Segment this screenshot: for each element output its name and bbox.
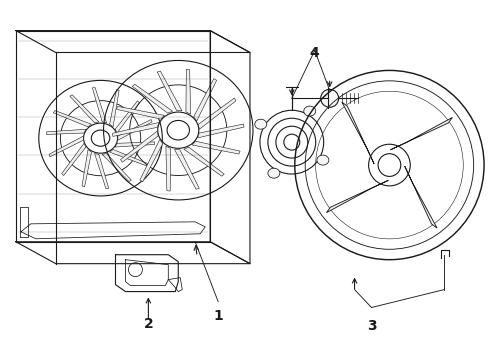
Ellipse shape: [303, 106, 315, 116]
Polygon shape: [115, 142, 155, 147]
Circle shape: [320, 89, 338, 107]
Polygon shape: [185, 69, 190, 114]
Polygon shape: [404, 166, 436, 228]
Polygon shape: [140, 140, 163, 182]
Polygon shape: [157, 71, 182, 111]
Polygon shape: [61, 143, 86, 175]
Polygon shape: [53, 111, 91, 127]
Polygon shape: [390, 117, 451, 150]
Polygon shape: [92, 87, 106, 123]
Circle shape: [128, 263, 142, 276]
Ellipse shape: [254, 119, 266, 129]
Polygon shape: [132, 84, 172, 113]
Text: 2: 2: [143, 318, 153, 332]
Text: 1: 1: [213, 310, 223, 324]
Polygon shape: [198, 98, 236, 129]
Polygon shape: [46, 129, 86, 134]
Polygon shape: [197, 124, 244, 138]
Polygon shape: [94, 153, 108, 189]
Polygon shape: [174, 149, 199, 189]
Polygon shape: [193, 78, 216, 121]
Polygon shape: [102, 153, 131, 181]
Polygon shape: [120, 131, 158, 162]
Polygon shape: [112, 122, 159, 136]
Polygon shape: [341, 102, 373, 164]
Polygon shape: [70, 95, 99, 123]
Polygon shape: [116, 106, 164, 119]
Ellipse shape: [267, 168, 279, 178]
Polygon shape: [49, 136, 83, 157]
Polygon shape: [326, 180, 387, 213]
Polygon shape: [109, 90, 119, 127]
Polygon shape: [192, 141, 240, 154]
Polygon shape: [118, 120, 152, 140]
Text: 3: 3: [366, 319, 376, 333]
Polygon shape: [115, 101, 139, 133]
Text: 4: 4: [309, 45, 319, 59]
Polygon shape: [183, 147, 224, 176]
Polygon shape: [165, 146, 170, 191]
Polygon shape: [109, 149, 147, 166]
Polygon shape: [82, 149, 91, 187]
Ellipse shape: [316, 155, 328, 165]
